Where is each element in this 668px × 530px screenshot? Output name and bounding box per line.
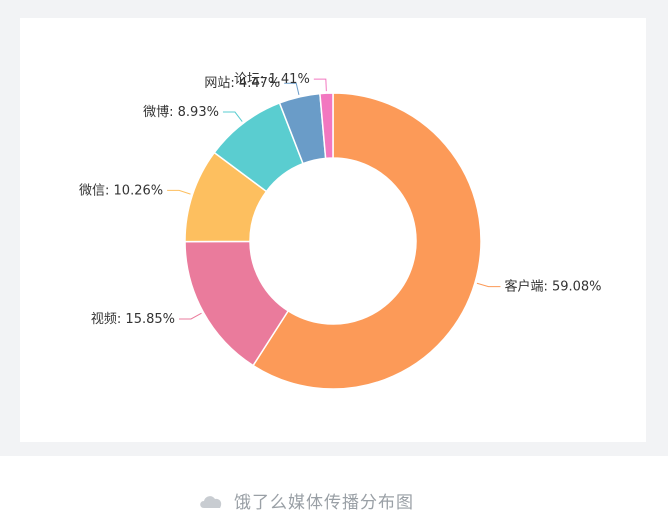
slice-6[interactable] bbox=[319, 92, 334, 160]
chart-card: 客户端: 59.08% 视频: 15.85% 微信: 10.26% 微博: 8.93%… bbox=[20, 18, 646, 442]
leader-line-4 bbox=[222, 111, 243, 122]
slice-label-2: 视频: 15.85% bbox=[91, 312, 175, 327]
leader-line-3 bbox=[167, 189, 191, 195]
caption-text: 饿了么媒体传播分布图 bbox=[234, 493, 414, 513]
leader-line-6 bbox=[313, 78, 327, 92]
donut-chart: 客户端: 59.08% 视频: 15.85% 微信: 10.26% 微博: 8.93%… bbox=[79, 72, 602, 390]
slice-label-4: 微博: 8.93% bbox=[143, 105, 219, 120]
slice-label-6: 论坛: 1.41% bbox=[234, 72, 310, 87]
slice-label-1: 客户端: 59.08% bbox=[504, 279, 601, 295]
leader-line-1 bbox=[476, 282, 501, 288]
chart-caption: 饿了么媒体传播分布图 bbox=[198, 488, 414, 513]
caption-bar bbox=[0, 456, 668, 530]
cloud-icon bbox=[200, 495, 222, 508]
slice-label-3: 微信: 10.26% bbox=[79, 183, 163, 198]
slice-label-5: 网站: 4.47% bbox=[204, 76, 280, 91]
leader-line-5 bbox=[284, 82, 300, 96]
leader-line-2 bbox=[179, 312, 202, 320]
slice-1[interactable] bbox=[252, 92, 482, 390]
